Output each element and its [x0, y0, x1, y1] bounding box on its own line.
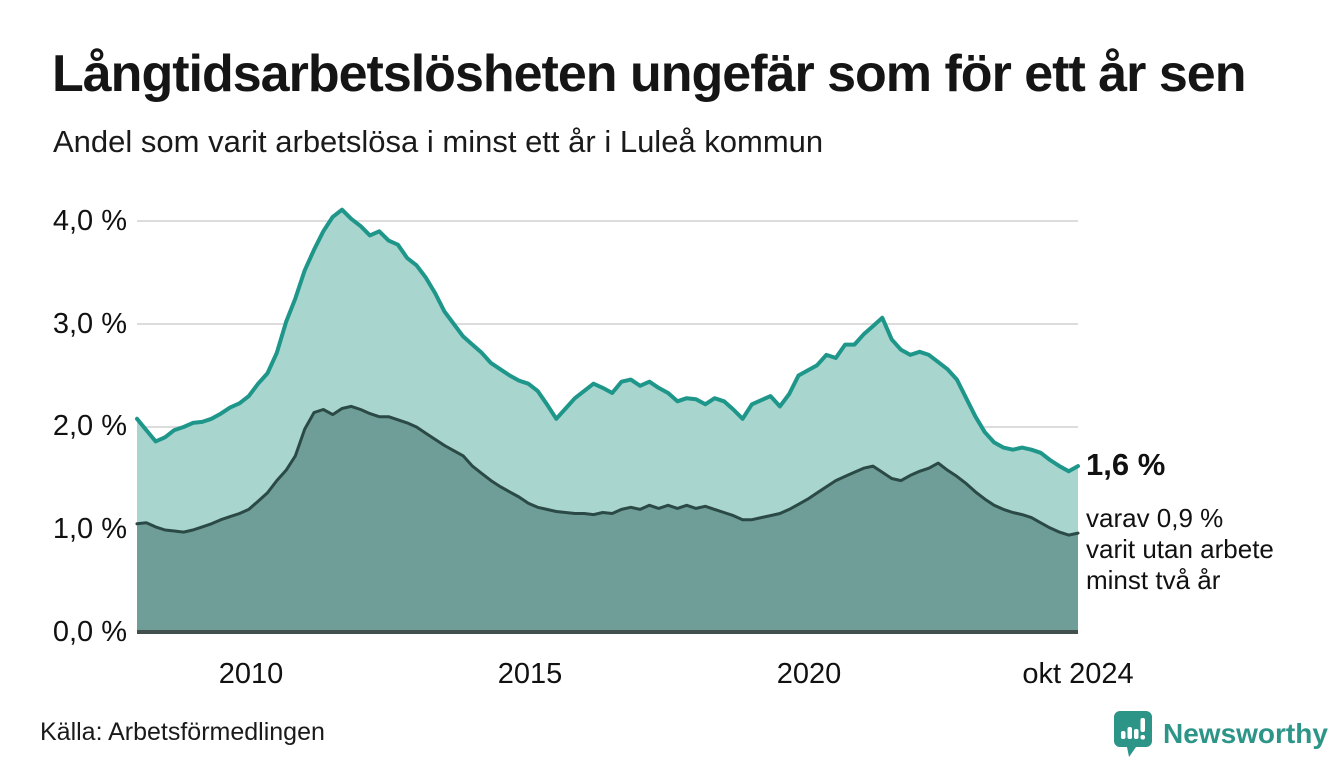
- y-tick-label: 2,0 %: [52, 410, 127, 442]
- brand-name: Newsworthy: [1163, 718, 1328, 749]
- gridline-4pct: [137, 220, 1078, 222]
- secondary-annotation-line: varit utan arbete: [1086, 534, 1274, 564]
- y-tick-label: 3,0 %: [52, 308, 127, 340]
- secondary-annotation-line: varav 0,9 %: [1086, 503, 1224, 533]
- x-axis-baseline: [137, 630, 1078, 634]
- page-title: Långtidsarbetslösheten ungefär som för e…: [52, 45, 1246, 103]
- gridline-3pct: [137, 323, 1078, 325]
- y-tick-label: 0,0 %: [52, 616, 127, 648]
- area-chart-svg: [135, 207, 1080, 633]
- x-tick-label: 2020: [776, 658, 842, 690]
- brand-logo: Newsworthy: [1113, 710, 1328, 758]
- latest-value-label: 1,6 %: [1086, 447, 1166, 482]
- chart-subtitle: Andel som varit arbetslösa i minst ett å…: [53, 124, 824, 159]
- secondary-annotation-line: minst två år: [1086, 565, 1221, 595]
- x-tick-label: 2015: [497, 658, 563, 690]
- source-label: Källa: Arbetsförmedlingen: [40, 718, 325, 746]
- y-tick-label: 4,0 %: [52, 205, 127, 237]
- y-tick-label: 1,0 %: [52, 513, 127, 545]
- x-tick-label: okt 2024: [1022, 658, 1134, 690]
- x-tick-label: 2010: [218, 658, 284, 690]
- newsworthy-bars-icon: [1114, 711, 1152, 757]
- secondary-annotation: varav 0,9 % varit utan arbete minst två …: [1086, 503, 1274, 596]
